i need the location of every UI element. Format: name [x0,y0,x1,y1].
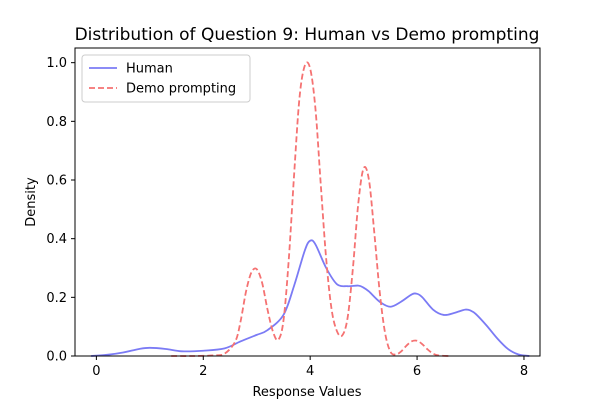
legend-label-human: Human [126,62,173,77]
y-tick-label: 0.8 [46,115,67,130]
legend: Human Demo prompting [81,54,251,103]
x-tick-label: 6 [413,364,421,379]
y-tick-label: 0.0 [46,350,67,365]
y-tick-label: 0.6 [46,174,67,189]
x-axis: 0 2 4 6 8 [92,356,528,379]
y-axis: 0.0 0.2 0.4 0.6 0.8 1.0 [46,56,75,365]
y-tick-label: 0.4 [46,232,67,247]
x-axis-title: Response Values [252,385,361,400]
chart-title: Distribution of Question 9: Human vs Dem… [75,25,540,45]
legend-box [81,54,251,103]
plot-frame [74,47,541,357]
x-tick-label: 0 [92,364,100,379]
y-tick-label: 1.0 [46,56,67,71]
y-axis-title: Density [24,177,39,227]
x-tick-label: 2 [199,364,207,379]
series-layer [90,61,530,357]
x-tick-label: 8 [520,364,528,379]
x-tick-label: 4 [306,364,314,379]
series-line-human [90,239,530,357]
y-tick-label: 0.2 [46,291,67,306]
legend-label-demo-prompting: Demo prompting [126,82,236,97]
series-line-demo-prompting [171,61,450,357]
